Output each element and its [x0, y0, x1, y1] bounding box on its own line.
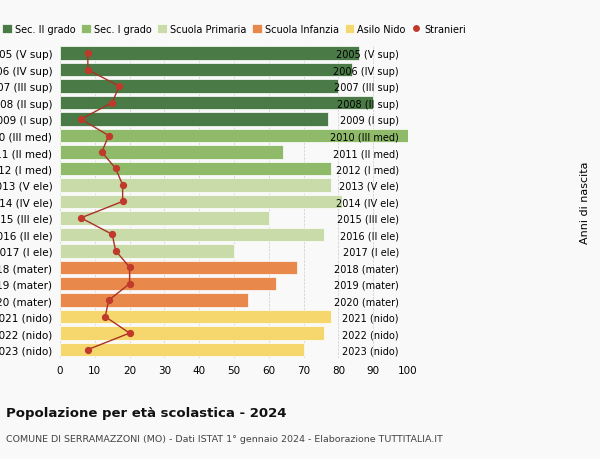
- Point: [107, 231, 117, 239]
- Bar: [60, 277, 276, 291]
- Point: [83, 50, 92, 58]
- Bar: [60, 64, 352, 77]
- Point: [115, 83, 124, 90]
- Bar: [60, 113, 328, 127]
- Text: Anni di nascita: Anni di nascita: [580, 161, 590, 243]
- Bar: [60, 261, 296, 274]
- Point: [100, 313, 110, 321]
- Point: [76, 215, 86, 222]
- Bar: [60, 47, 359, 61]
- Point: [118, 182, 127, 189]
- Point: [104, 297, 113, 304]
- Bar: [60, 327, 325, 340]
- Point: [83, 67, 92, 74]
- Point: [97, 149, 107, 157]
- Point: [76, 116, 86, 123]
- Point: [111, 247, 121, 255]
- Point: [125, 280, 134, 288]
- Point: [83, 346, 92, 353]
- Bar: [60, 129, 408, 143]
- Bar: [60, 212, 269, 225]
- Bar: [60, 294, 248, 307]
- Point: [118, 198, 127, 206]
- Legend: Sec. II grado, Sec. I grado, Scuola Primaria, Scuola Infanzia, Asilo Nido, Stran: Sec. II grado, Sec. I grado, Scuola Prim…: [2, 25, 466, 35]
- Bar: [60, 245, 234, 258]
- Point: [111, 165, 121, 173]
- Point: [104, 133, 113, 140]
- Bar: [60, 195, 342, 209]
- Point: [125, 264, 134, 271]
- Bar: [60, 146, 283, 159]
- Bar: [60, 228, 325, 241]
- Point: [107, 100, 117, 107]
- Bar: [60, 80, 338, 94]
- Bar: [60, 162, 331, 176]
- Bar: [60, 179, 331, 192]
- Bar: [60, 310, 331, 324]
- Bar: [60, 97, 373, 110]
- Point: [125, 330, 134, 337]
- Text: Popolazione per età scolastica - 2024: Popolazione per età scolastica - 2024: [6, 406, 287, 419]
- Text: COMUNE DI SERRAMAZZONI (MO) - Dati ISTAT 1° gennaio 2024 - Elaborazione TUTTITAL: COMUNE DI SERRAMAZZONI (MO) - Dati ISTAT…: [6, 434, 443, 443]
- Bar: [60, 343, 304, 357]
